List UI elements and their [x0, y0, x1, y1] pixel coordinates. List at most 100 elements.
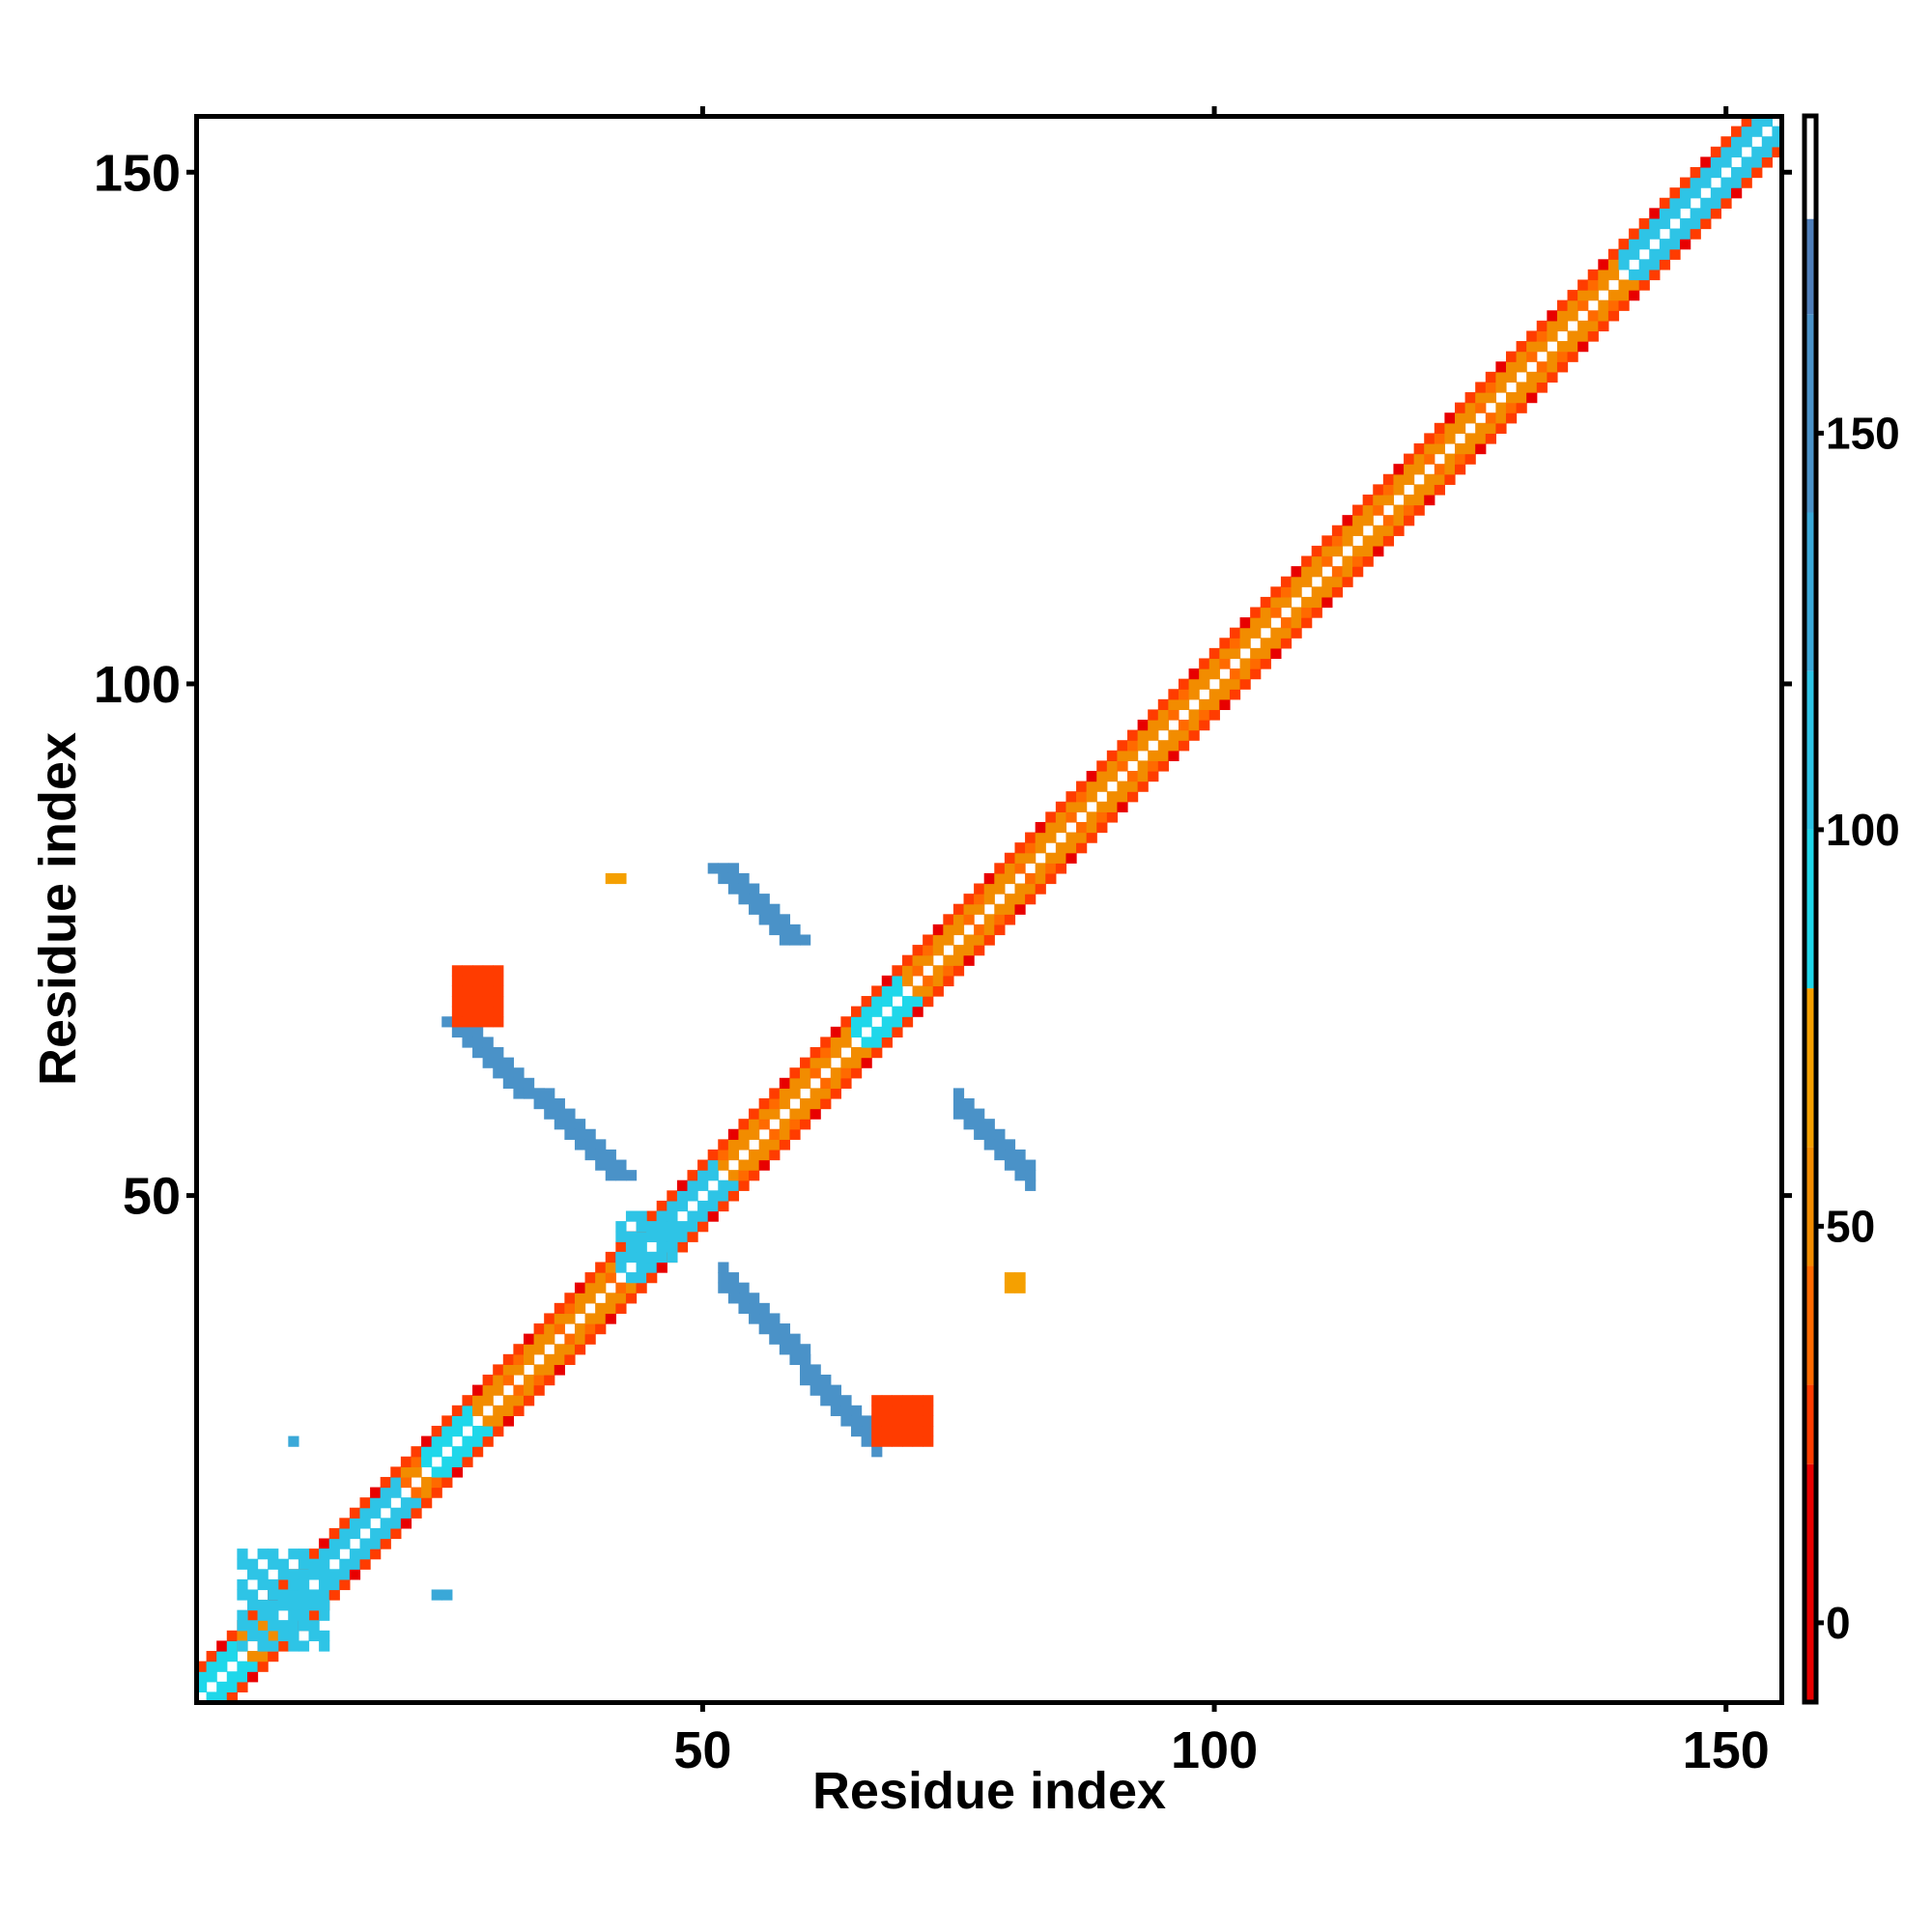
- heatmap-cell: [298, 1548, 310, 1560]
- heatmap-cell: [1382, 515, 1395, 526]
- heatmap-cell: [769, 1313, 781, 1324]
- heatmap-cell: [339, 1569, 351, 1580]
- heatmap-cell: [268, 1609, 279, 1621]
- heatmap-cell: [1710, 146, 1722, 157]
- heatmap-cell: [462, 996, 473, 1008]
- heatmap-cell: [1148, 770, 1159, 782]
- heatmap-cell: [1239, 668, 1251, 680]
- heatmap-cell: [830, 1405, 841, 1416]
- heatmap-cell: [493, 1405, 504, 1416]
- heatmap-cell: [758, 903, 770, 915]
- heatmap-cell: [328, 1589, 340, 1601]
- heatmap-cell: [718, 863, 729, 874]
- colorbar-segment: [1804, 218, 1816, 315]
- heatmap-cell: [196, 1681, 208, 1692]
- heatmap-cell: [1137, 781, 1149, 792]
- heatmap-cell: [779, 1344, 791, 1355]
- heatmap-cell: [400, 1518, 412, 1529]
- heatmap-cell: [974, 945, 985, 956]
- heatmap-cell: [1567, 330, 1578, 342]
- heatmap-cell: [523, 1395, 535, 1406]
- heatmap-cell: [493, 996, 504, 1008]
- heatmap-cell: [1025, 872, 1037, 885]
- heatmap-cell: [380, 1487, 391, 1498]
- heatmap-cell: [656, 1241, 668, 1253]
- heatmap-cell: [646, 1262, 658, 1273]
- heatmap-cell: [319, 1569, 330, 1580]
- heatmap-cell: [206, 1691, 217, 1703]
- heatmap-cell: [268, 1620, 279, 1632]
- heatmap-cell: [861, 1047, 872, 1059]
- heatmap-cell: [861, 1425, 872, 1437]
- heatmap-cell: [605, 1272, 616, 1284]
- heatmap-cell: [1444, 412, 1456, 424]
- heatmap-cell: [411, 1466, 422, 1478]
- heatmap-cell: [441, 1016, 453, 1028]
- heatmap-cell: [850, 1026, 863, 1038]
- heatmap-cell: [1556, 361, 1569, 373]
- heatmap-cell: [472, 1006, 484, 1017]
- heatmap-cell: [1598, 279, 1609, 291]
- heatmap-cell: [800, 1119, 811, 1130]
- heatmap-cell: [370, 1538, 382, 1549]
- heatmap-cell: [1157, 740, 1169, 752]
- heatmap-cell: [667, 1231, 678, 1242]
- heatmap-cell: [462, 1415, 473, 1427]
- heatmap-cell: [1629, 248, 1640, 260]
- heatmap-cell: [994, 883, 1006, 895]
- heatmap-cell: [544, 1313, 555, 1324]
- heatmap-cell: [482, 1435, 494, 1447]
- heatmap-cell: [758, 894, 770, 905]
- heatmap-cell: [1659, 259, 1671, 270]
- heatmap-cell: [656, 1231, 668, 1242]
- heatmap-cell: [1607, 290, 1620, 301]
- heatmap-cell: [892, 1425, 903, 1437]
- heatmap-cell: [1475, 382, 1487, 393]
- heatmap-cell: [493, 1415, 504, 1427]
- heatmap-cell: [861, 1006, 872, 1017]
- heatmap-cell: [1137, 760, 1149, 772]
- heatmap-cell: [861, 1435, 872, 1447]
- heatmap-cell: [472, 1395, 484, 1406]
- heatmap-cell: [1669, 208, 1681, 219]
- heatmap-cell: [257, 1548, 269, 1560]
- heatmap-cell: [1076, 801, 1088, 812]
- heatmap-cell: [237, 1589, 248, 1601]
- heatmap-cell: [1680, 197, 1691, 209]
- heatmap-cell: [656, 1210, 668, 1222]
- heatmap-cell: [1772, 126, 1783, 137]
- heatmap-cell: [697, 1200, 709, 1212]
- heatmap-cell: [451, 985, 464, 997]
- heatmap-cell: [1014, 1149, 1026, 1161]
- heatmap-cell: [1188, 729, 1200, 741]
- heatmap-cell: [493, 1364, 504, 1376]
- heatmap-cell: [1157, 760, 1169, 772]
- heatmap-cell: [1331, 525, 1344, 536]
- heatmap-cell: [1638, 279, 1650, 291]
- heatmap-cell: [595, 1262, 607, 1273]
- heatmap-cell: [1700, 166, 1712, 179]
- heatmap-cell: [810, 1108, 821, 1120]
- heatmap-cell: [1577, 330, 1589, 342]
- heatmap-cell: [1250, 627, 1262, 639]
- heatmap-cell: [779, 1323, 791, 1335]
- heatmap-cell: [1311, 586, 1322, 598]
- heatmap-cell: [277, 1640, 289, 1652]
- heatmap-cell: [1188, 668, 1200, 680]
- heatmap-cell: [1720, 197, 1732, 209]
- heatmap-cell: [1700, 177, 1712, 188]
- heatmap-cell: [779, 1333, 791, 1345]
- heatmap-cell: [441, 1466, 453, 1478]
- heatmap-cell: [533, 1375, 545, 1386]
- heatmap-cell: [625, 1272, 638, 1284]
- heatmap-cell: [472, 965, 484, 977]
- heatmap-cell: [1495, 382, 1507, 393]
- heatmap-cell: [1434, 433, 1446, 444]
- heatmap-cell: [1669, 239, 1681, 250]
- heatmap-cell: [513, 1344, 525, 1355]
- heatmap-cell: [1556, 299, 1569, 311]
- heatmap-cell: [1086, 781, 1097, 792]
- heatmap-cell: [646, 1221, 658, 1233]
- heatmap-cell: [1025, 1179, 1037, 1191]
- heatmap-cell: [554, 1108, 565, 1120]
